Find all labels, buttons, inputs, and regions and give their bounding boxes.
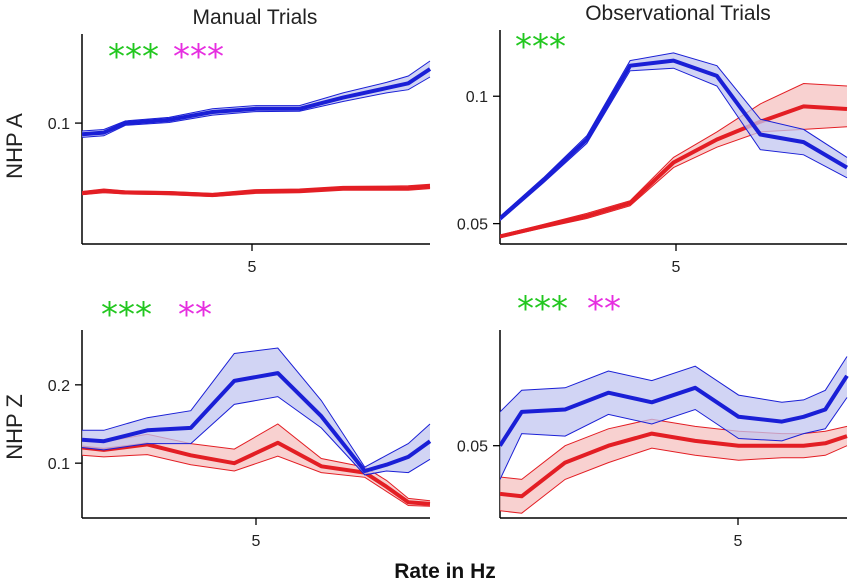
x-tick-label: 5 xyxy=(734,533,743,550)
series-blue-band xyxy=(500,52,847,221)
series-blue-lower xyxy=(82,76,431,138)
series-blue-lower xyxy=(500,67,848,221)
series-blue-line xyxy=(500,374,849,447)
series-blue-upper xyxy=(82,60,431,132)
series-red-line xyxy=(82,184,431,197)
panel-manual-nhp-z: 0.10.25*** ** xyxy=(48,295,432,550)
series-blue-upper xyxy=(500,52,848,217)
series-blue-line xyxy=(82,67,432,137)
significance-stars: *** xyxy=(515,27,566,67)
row-label-nhp-z: NHP Z xyxy=(2,394,27,460)
series-red-band xyxy=(500,419,847,514)
series-blue-lower xyxy=(82,396,431,476)
series-red-lower xyxy=(500,445,848,514)
y-tick-label: 0.05 xyxy=(457,439,488,456)
series-red-line xyxy=(500,431,848,499)
column-title-observational: Observational Trials xyxy=(585,2,771,25)
significance-stars: *** xyxy=(173,37,224,77)
x-axis-label: Rate in Hz xyxy=(394,560,496,582)
plot-area xyxy=(82,60,432,198)
series-red-upper xyxy=(500,82,848,236)
y-tick-label: 0.2 xyxy=(48,378,70,395)
significance-stars: ** xyxy=(178,295,212,335)
significance-stars: *** xyxy=(101,295,152,335)
y-tick-label: 0.1 xyxy=(48,116,70,133)
significance-stars: ** xyxy=(587,289,621,329)
panel-observational-nhp-a: 0.05 0.1 5 *** xyxy=(457,27,849,276)
y-tick-label: 0.1 xyxy=(48,456,70,473)
y-tick-label: 0.1 xyxy=(466,89,488,106)
y-tick-label: 0.05 xyxy=(457,217,488,234)
series-red-upper xyxy=(500,418,848,480)
series-red-line xyxy=(500,104,848,239)
significance-stars: *** xyxy=(108,37,159,77)
series-blue-lower xyxy=(500,397,848,480)
series-blue-upper xyxy=(82,347,431,468)
series-blue-band xyxy=(500,356,847,480)
plot-area xyxy=(500,356,849,514)
panel-manual-nhp-a: 0.1 5 *** *** xyxy=(48,34,432,276)
x-tick-label: 5 xyxy=(252,533,261,550)
row-label-nhp-a: NHP A xyxy=(2,113,27,179)
significance-stars: *** xyxy=(517,289,568,329)
series-red-line xyxy=(82,440,431,506)
chart-panels: 0.15*** ***0.050.15***0.10.25*** **0.055**… xyxy=(48,27,849,550)
column-title-manual: Manual Trials xyxy=(193,6,318,29)
series-blue-line xyxy=(500,58,849,221)
x-tick-label: 5 xyxy=(672,259,681,276)
series-blue-upper xyxy=(500,356,848,413)
plot-area xyxy=(500,52,849,239)
series-blue-line xyxy=(82,371,432,473)
panel-observational-nhp-z: 0.055*** ** xyxy=(457,289,849,550)
plot-area xyxy=(82,347,432,507)
series-red-lower xyxy=(82,454,431,507)
x-tick-label: 5 xyxy=(248,259,257,276)
series-red-band xyxy=(82,424,430,507)
